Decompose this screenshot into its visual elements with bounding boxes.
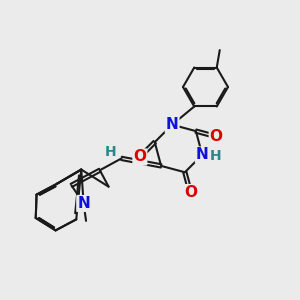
Text: H: H [105,145,117,159]
Text: N: N [196,147,208,162]
Text: O: O [134,149,146,164]
Text: N: N [77,196,90,211]
Text: O: O [184,185,197,200]
Text: O: O [210,129,223,144]
Text: H: H [210,149,222,164]
Text: N: N [166,117,178,132]
